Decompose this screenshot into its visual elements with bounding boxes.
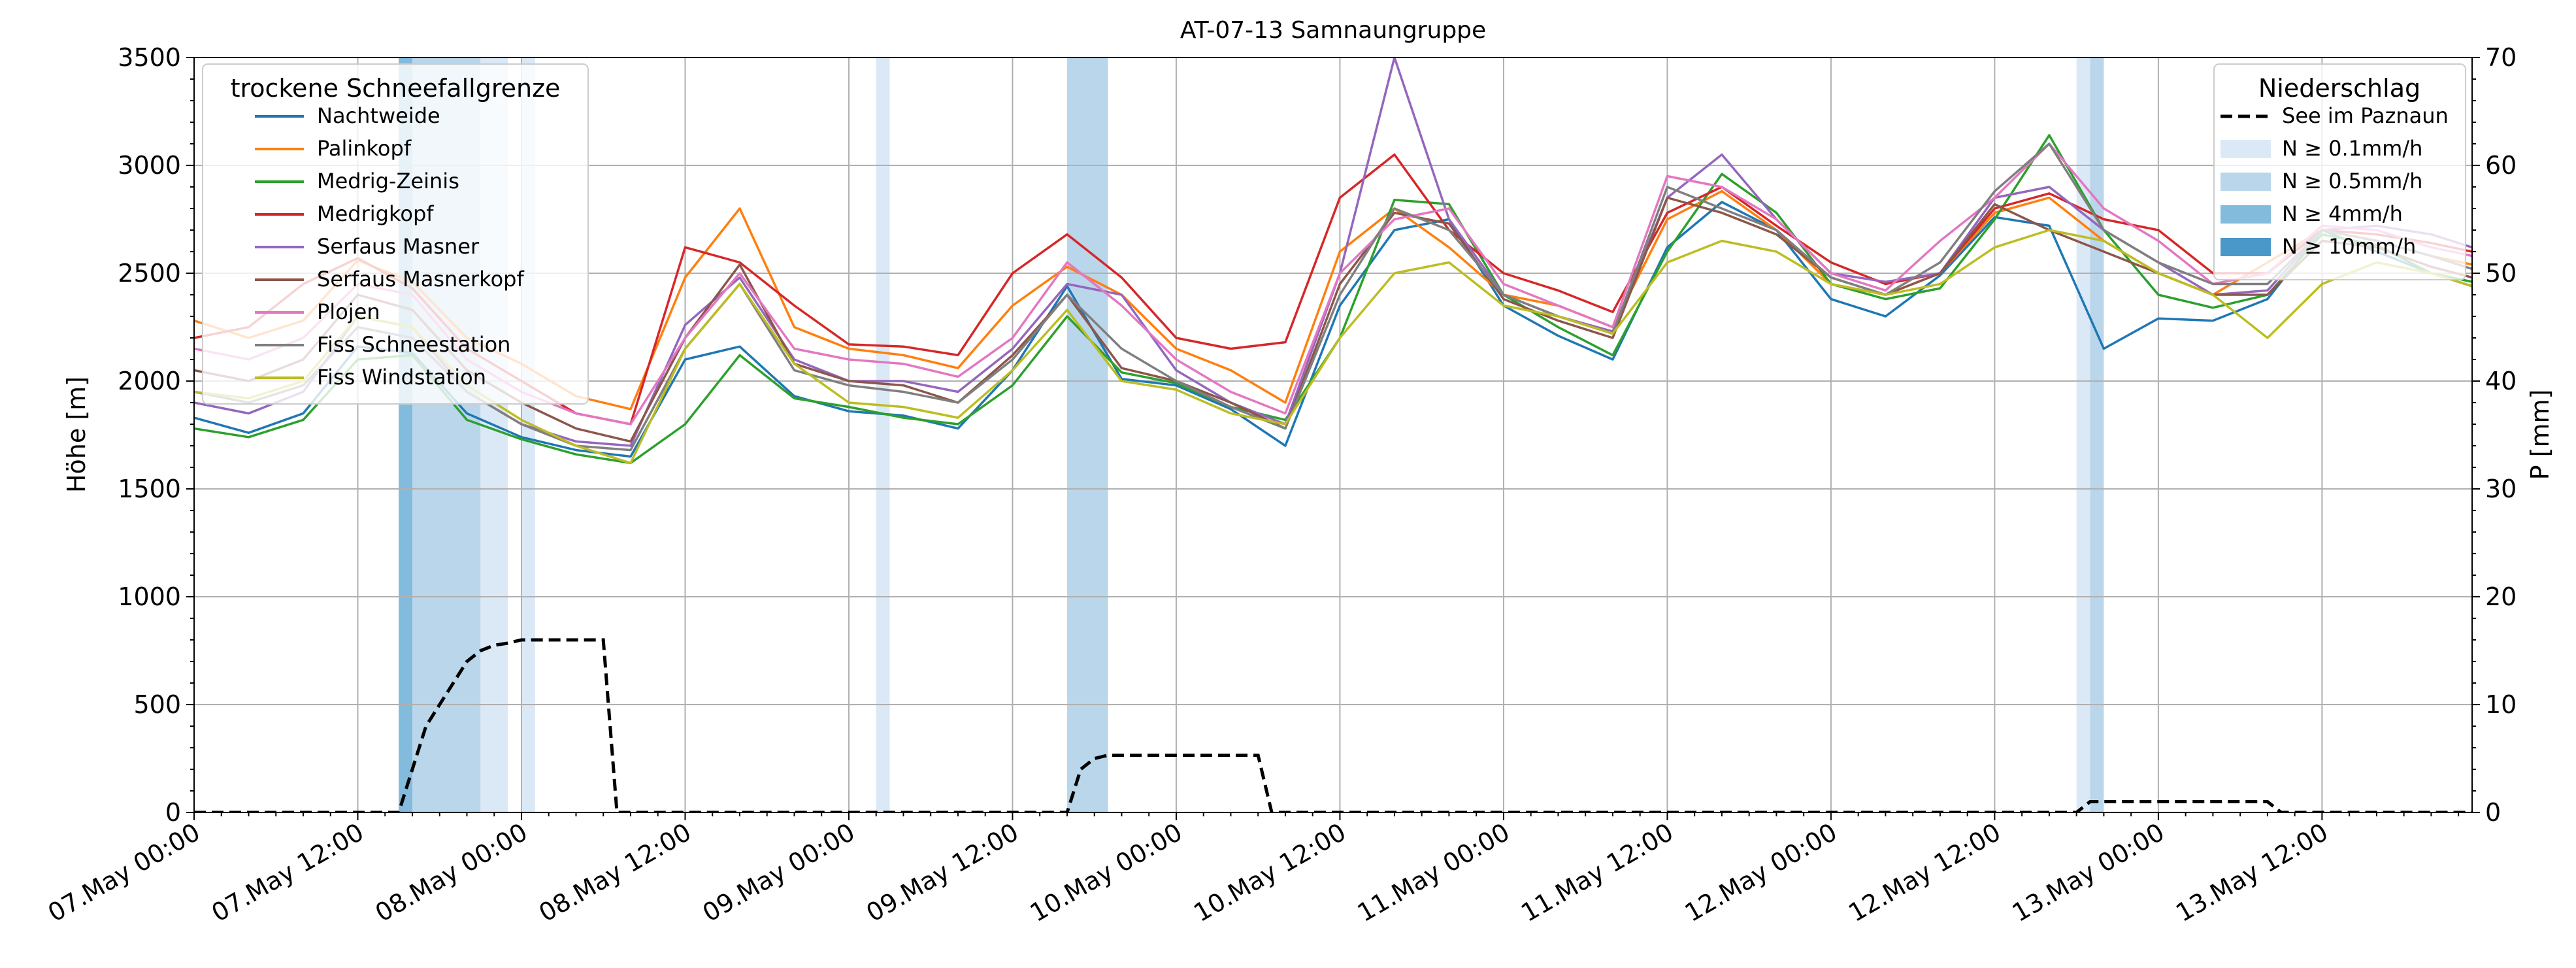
y2-tick-label: 70 — [2485, 43, 2517, 72]
series-line — [194, 196, 2472, 443]
series-line — [194, 229, 2472, 465]
y-axis-label: Höhe [m] — [62, 376, 91, 493]
legend-left-label: Serfaus Masnerkopf — [317, 267, 524, 292]
y2-tick-label: 0 — [2485, 798, 2501, 827]
legend-right-swatch — [2221, 173, 2271, 191]
legend-right-swatch — [2221, 140, 2271, 158]
y2-tick-label: 10 — [2485, 690, 2517, 719]
x-tick-label: 09.May 12:00 — [861, 818, 1023, 927]
legend-left-title: trockene Schneefallgrenze — [231, 74, 561, 103]
legend-left-label: Nachtweide — [317, 103, 440, 128]
legend-left-label: Plojen — [317, 299, 380, 324]
precip-band — [876, 58, 890, 812]
precip-band — [2090, 58, 2104, 812]
y2-tick-label: 20 — [2485, 582, 2517, 611]
legend-left-label: Medrig-Zeinis — [317, 169, 459, 193]
precip-band — [1066, 58, 1108, 812]
legend-left-label: Serfaus Masner — [317, 234, 480, 259]
legend-left-label: Medrigkopf — [317, 201, 434, 226]
legend-right-title: Niederschlag — [2258, 74, 2420, 103]
precip-bands — [399, 58, 2104, 812]
legend-left: trockene Schneefallgrenze Nachtweide Pali… — [202, 63, 589, 405]
legend-left-label: Palinkopf — [317, 136, 412, 161]
x-tick-label: 10.May 12:00 — [1189, 818, 1351, 927]
x-tick-label: 13.May 00:00 — [2007, 818, 2170, 927]
x-tick-label: 12.May 00:00 — [1680, 818, 1842, 927]
y-tick-label: 1500 — [118, 475, 181, 503]
x-tick-label: 08.May 12:00 — [534, 818, 696, 927]
y-tick-label: 500 — [133, 690, 181, 719]
x-tick-label: 09.May 00:00 — [698, 818, 860, 927]
x-tick-label: 13.May 12:00 — [2171, 818, 2333, 927]
legend-right-label: N ≥ 4mm/h — [2282, 201, 2403, 226]
cumulative-precip-line — [194, 638, 2472, 812]
y2-tick-label: 40 — [2485, 367, 2517, 395]
y-tick-label: 3500 — [118, 43, 181, 72]
y2-axis-label: P [mm] — [2526, 390, 2554, 480]
chart-title: AT-07-13 Samnaungruppe — [1180, 17, 1486, 44]
x-tick-label: 12.May 12:00 — [1843, 818, 2006, 927]
x-tick-label: 11.May 12:00 — [1516, 818, 1678, 927]
legend-left-label: Fiss Windstation — [317, 365, 486, 390]
legend-right-label: N ≥ 0.5mm/h — [2282, 169, 2422, 193]
y-tick-label: 2000 — [118, 367, 181, 395]
y-axis-right: 0 10 20 30 40 50 60 70 — [2472, 43, 2517, 827]
y-tick-label: 2500 — [118, 259, 181, 288]
legend-right-label: N ≥ 0.1mm/h — [2282, 136, 2422, 161]
legend-right-swatch — [2221, 238, 2271, 256]
legend-left-label: Fiss Schneestation — [317, 332, 510, 357]
legend-right-box — [2213, 63, 2466, 280]
cumulative-precip-series — [194, 638, 2472, 812]
legend-right-swatch — [2221, 205, 2271, 224]
x-tick-label: 07.May 12:00 — [206, 818, 369, 927]
legend-right: Niederschlag See im Paznaun N ≥ 0.1mm/h N … — [2213, 63, 2466, 280]
y-axis-left: 0 500 1000 1500 2000 2500 3000 3500 — [118, 43, 194, 827]
plot-frame — [193, 57, 2473, 813]
x-tick-label: 08.May 00:00 — [371, 818, 533, 927]
y2-tick-label: 50 — [2485, 259, 2517, 288]
precip-band — [2076, 58, 2090, 812]
y-tick-label: 0 — [165, 798, 181, 827]
x-tick-label: 10.May 00:00 — [1025, 818, 1187, 927]
y2-tick-label: 30 — [2485, 475, 2517, 503]
legend-right-label: See im Paznaun — [2282, 103, 2449, 128]
x-axis: 07.May 00:00 07.May 12:00 08.May 00:00 08.M… — [43, 812, 2460, 927]
legend-right-label: N ≥ 10mm/h — [2282, 234, 2416, 259]
series-line — [194, 201, 2472, 458]
y-tick-label: 3000 — [118, 151, 181, 180]
x-tick-label: 11.May 00:00 — [1353, 818, 1515, 927]
y-tick-label: 1000 — [118, 582, 181, 611]
y2-tick-label: 60 — [2485, 151, 2517, 180]
series-line — [194, 142, 2472, 426]
x-tick-label: 07.May 00:00 — [43, 818, 205, 927]
